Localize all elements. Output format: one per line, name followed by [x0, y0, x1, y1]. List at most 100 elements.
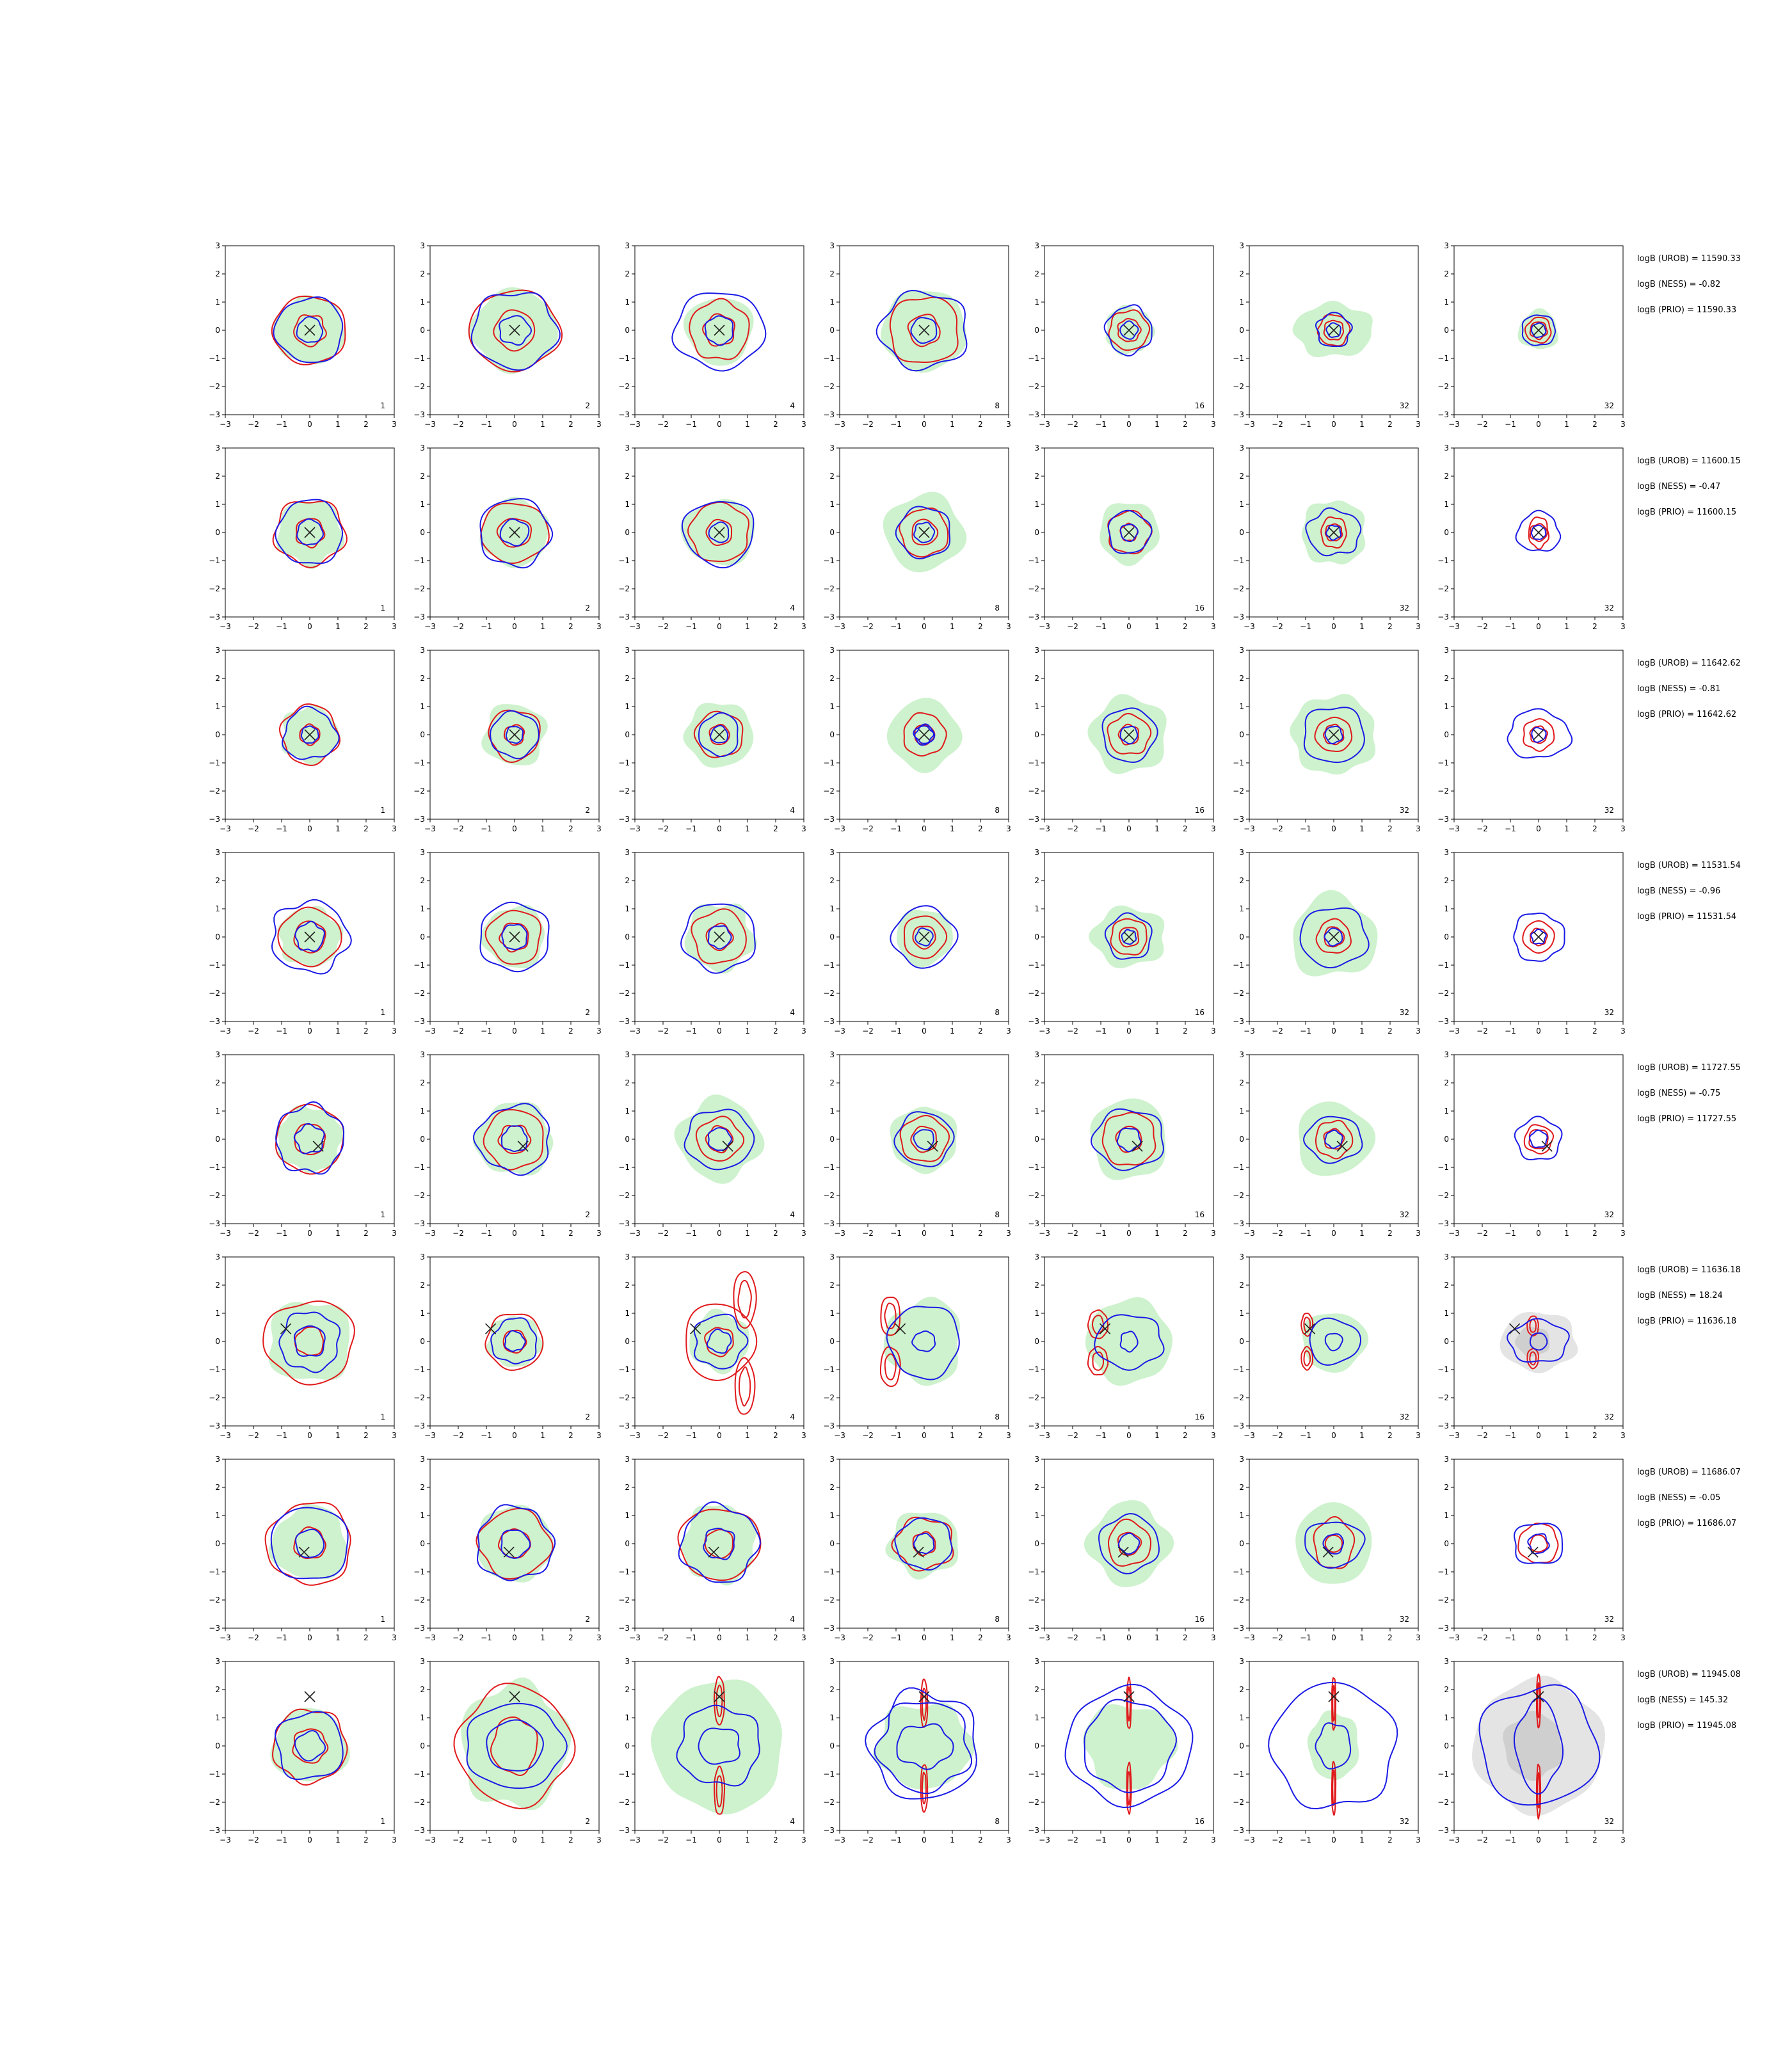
y-tick-label: −3	[618, 815, 630, 824]
y-tick-label: 1	[625, 298, 630, 307]
row-stat-text: logB (NESS) = -0.47	[1637, 482, 1720, 492]
x-tick-label: 0	[1126, 420, 1132, 429]
x-tick-label: 0	[922, 1431, 927, 1440]
x-tick-label: 3	[1211, 1633, 1216, 1642]
blue-contour	[490, 1317, 538, 1364]
blue-contour	[698, 1727, 740, 1765]
x-tick-label: 3	[596, 1027, 602, 1036]
x-tick-label: 1	[745, 1836, 750, 1844]
row-stat-text: logB (UROB) = 11590.33	[1637, 254, 1741, 264]
true-value-marker	[485, 1323, 497, 1334]
panel-count-label: 2	[585, 401, 590, 410]
x-tick-label: −2	[452, 622, 464, 631]
x-tick-label: 1	[335, 1229, 340, 1238]
y-tick-label: 0	[625, 730, 630, 739]
y-tick-label: −1	[209, 1770, 220, 1779]
blue-contour	[1091, 1108, 1164, 1171]
panel-contours	[275, 1101, 345, 1175]
red-lobe-contour	[1331, 1677, 1337, 1731]
true-value-marker	[509, 1691, 520, 1702]
y-tick-label: 2	[1444, 472, 1449, 481]
x-tick-label: −2	[1272, 1836, 1283, 1844]
panel-count-label: 4	[790, 806, 795, 815]
row-stat-text: logB (PRIO) = 11642.62	[1637, 710, 1736, 719]
red-contour	[292, 1728, 329, 1764]
x-tick-label: 0	[307, 1229, 312, 1238]
x-tick-label: −1	[890, 420, 902, 429]
x-tick-label: −3	[1244, 622, 1255, 631]
panel-r4-c5: −3 −2 −1 0 1 2 3 3 2 1 0 −1 −2 −3 16	[1028, 848, 1216, 1036]
x-tick-label: 0	[717, 824, 722, 833]
y-tick-label: −3	[209, 410, 220, 419]
red-lobe-contour	[920, 1764, 929, 1813]
x-tick-label: 3	[1620, 1431, 1626, 1440]
red-lobe-contour-inner	[1529, 1318, 1537, 1333]
panel-contours	[271, 899, 352, 975]
red-contour	[453, 1683, 576, 1809]
x-tick-label: 1	[1155, 622, 1160, 631]
green-density	[268, 1504, 348, 1580]
blue-contour	[1521, 314, 1556, 346]
true-value-marker	[1328, 1691, 1340, 1702]
panel-count-label: 8	[995, 806, 1000, 815]
x-tick-label: 3	[596, 1836, 602, 1844]
blue-contour	[1322, 1533, 1345, 1555]
x-tick-label: −1	[890, 1027, 902, 1036]
y-tick-label: 0	[1239, 326, 1244, 335]
y-tick-label: 1	[215, 1713, 220, 1722]
x-tick-label: −3	[1244, 824, 1255, 833]
x-tick-label: −1	[481, 824, 492, 833]
red-lobe-contour	[1126, 1761, 1132, 1815]
x-tick-label: 3	[1006, 1229, 1011, 1238]
panel-contours	[264, 1501, 351, 1586]
panel-count-label: 1	[380, 604, 385, 612]
x-tick-label: 0	[1331, 1027, 1336, 1036]
panel-count-label: 8	[995, 401, 1000, 410]
blue-contour	[271, 899, 352, 975]
y-tick-label: −1	[618, 1365, 630, 1374]
panel-count-label: 32	[1604, 806, 1614, 815]
y-tick-label: −3	[1437, 612, 1449, 621]
panel-count-label: 1	[380, 1210, 385, 1219]
x-tick-label: 2	[978, 1229, 983, 1238]
blue-contour	[270, 1507, 349, 1580]
y-tick-label: −2	[1028, 1393, 1039, 1402]
red-contour	[903, 915, 948, 959]
x-tick-label: −1	[1095, 1027, 1107, 1036]
y-tick-label: 2	[625, 876, 630, 885]
red-contour	[295, 518, 326, 548]
x-tick-label: 3	[1211, 1836, 1216, 1844]
y-tick-label: 1	[1239, 1107, 1244, 1116]
x-tick-label: −3	[834, 824, 845, 833]
y-tick-label: −1	[1437, 1163, 1449, 1172]
panel-r2-c4: −3 −2 −1 0 1 2 3 3 2 1 0 −1 −2 −3 8	[823, 444, 1011, 631]
panel-r5-c4: −3 −2 −1 0 1 2 3 3 2 1 0 −1 −2 −3 8	[823, 1050, 1011, 1238]
y-tick-label: −1	[823, 1163, 835, 1172]
panel-r2-c3: −3 −2 −1 0 1 2 3 3 2 1 0 −1 −2 −3 4	[618, 444, 806, 631]
x-tick-label: 0	[1536, 824, 1541, 833]
x-tick-label: 2	[1388, 1431, 1393, 1440]
red-contour	[1324, 1534, 1343, 1553]
x-tick-label: −2	[657, 1633, 669, 1642]
panel-count-label: 1	[380, 1817, 385, 1826]
true-value-marker	[1322, 1546, 1334, 1558]
x-tick-label: 2	[1183, 824, 1188, 833]
red-contour	[891, 1516, 954, 1572]
y-tick-label: −1	[413, 961, 425, 970]
panel-r4-c1: −3 −2 −1 0 1 2 3 3 2 1 0 −1 −2 −3 1	[209, 848, 397, 1036]
y-tick-label: 1	[625, 904, 630, 913]
red-contour	[1315, 918, 1352, 954]
blue-contour	[1324, 1129, 1343, 1149]
x-tick-label: 0	[1536, 1229, 1541, 1238]
y-tick-label: −3	[823, 1219, 835, 1228]
panel-r6-c3: −3 −2 −1 0 1 2 3 3 2 1 0 −1 −2 −3 4	[618, 1252, 806, 1440]
y-tick-label: −3	[1233, 410, 1244, 419]
x-tick-label: 3	[1211, 1027, 1216, 1036]
x-tick-label: −3	[1039, 1633, 1050, 1642]
y-tick-label: 0	[625, 1337, 630, 1346]
y-tick-label: 3	[420, 444, 425, 452]
red-contour	[262, 1300, 355, 1386]
panel-r2-c2: −3 −2 −1 0 1 2 3 3 2 1 0 −1 −2 −3 2	[413, 444, 602, 631]
y-tick-label: −3	[1437, 1219, 1449, 1228]
true-value-marker	[1123, 324, 1135, 336]
